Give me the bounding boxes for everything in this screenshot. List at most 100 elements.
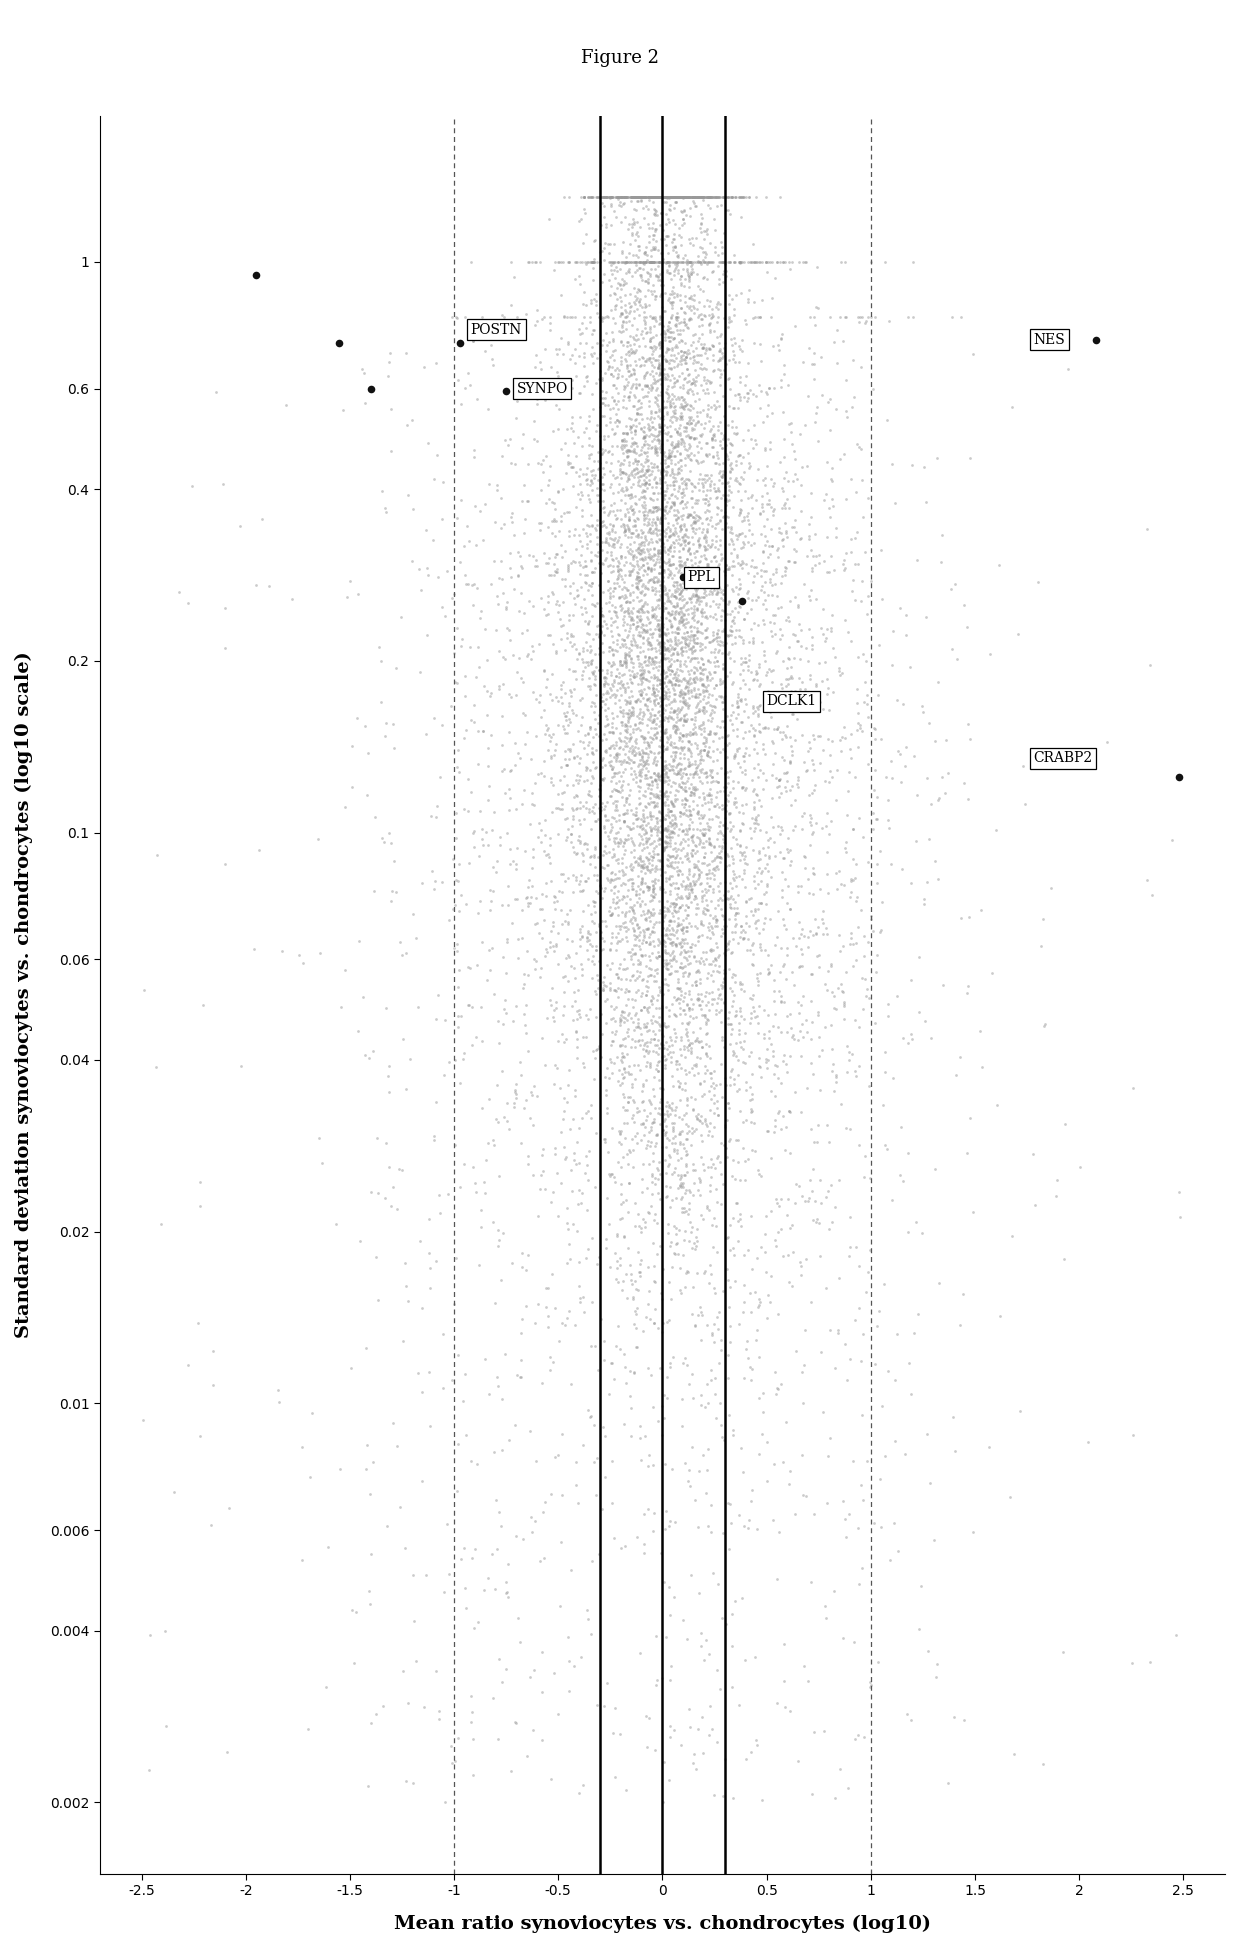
Point [620,538,640,569]
Point [683,512,703,543]
Point [634,627,653,658]
Point [655,364,675,395]
Point [630,756,650,787]
Point [715,604,735,635]
Point [792,801,812,832]
Point [689,181,709,212]
Point [773,717,792,748]
Point [564,1650,584,1681]
Point [148,840,167,871]
Point [822,466,842,497]
Point [673,834,693,865]
Point [770,836,790,867]
Point [920,1467,940,1498]
Point [715,471,735,503]
Point [559,734,579,766]
Point [665,929,684,960]
Point [635,329,655,360]
Point [990,1301,1009,1332]
Point [681,407,701,438]
Point [630,604,650,635]
Point [646,432,666,464]
Point [620,559,640,590]
Point [673,814,693,845]
Point [652,331,672,362]
Point [851,709,870,740]
Point [573,1769,593,1800]
Point [662,181,682,212]
Point [482,1537,502,1568]
Point [681,181,701,212]
Point [804,754,823,785]
Point [671,596,691,627]
Point [614,912,634,943]
Point [600,781,620,812]
Point [631,460,651,491]
Point [536,880,556,912]
Point [670,384,689,415]
Point [658,1101,678,1132]
Point [614,226,634,257]
Point [691,908,711,939]
Point [642,356,662,388]
Point [466,530,486,561]
Point [625,181,645,212]
Point [611,540,631,571]
Point [697,738,717,769]
Point [849,1568,869,1599]
Point [506,1079,526,1110]
Point [356,1332,376,1364]
Point [722,429,742,460]
Point [650,699,670,730]
Point [650,538,670,569]
Point [789,1171,808,1202]
Point [660,257,680,288]
Point [688,181,708,212]
Point [662,275,682,306]
Point [733,532,753,563]
Point [704,1362,724,1393]
Point [681,251,701,282]
Point [668,705,688,736]
Point [639,464,658,495]
Point [559,674,579,705]
Point [909,941,929,972]
Point [642,181,662,212]
Point [792,1387,812,1418]
Point [681,619,701,651]
Point [582,331,601,362]
Point [691,247,711,279]
Point [630,631,650,662]
Point [820,695,839,727]
Point [711,882,730,914]
Point [816,810,836,842]
Point [786,1169,806,1200]
Point [376,992,396,1023]
Point [630,532,650,563]
Point [676,559,696,590]
Point [677,1149,697,1180]
Point [725,592,745,623]
Point [707,1301,727,1332]
Point [683,717,703,748]
Point [676,1175,696,1206]
Point [644,464,663,495]
Point [629,818,649,849]
Point [761,1029,781,1060]
Point [614,645,634,676]
Point [603,181,622,212]
Point [708,890,728,921]
Point [692,1619,712,1650]
Point [666,1001,686,1032]
Point [711,343,730,374]
Point [742,1255,761,1286]
Point [466,573,486,604]
Point [632,545,652,577]
Point [624,1007,644,1038]
Point [644,518,663,549]
Point [651,477,671,508]
Point [706,1278,725,1309]
Point [645,512,665,543]
Point [742,822,761,853]
Point [580,1401,600,1432]
